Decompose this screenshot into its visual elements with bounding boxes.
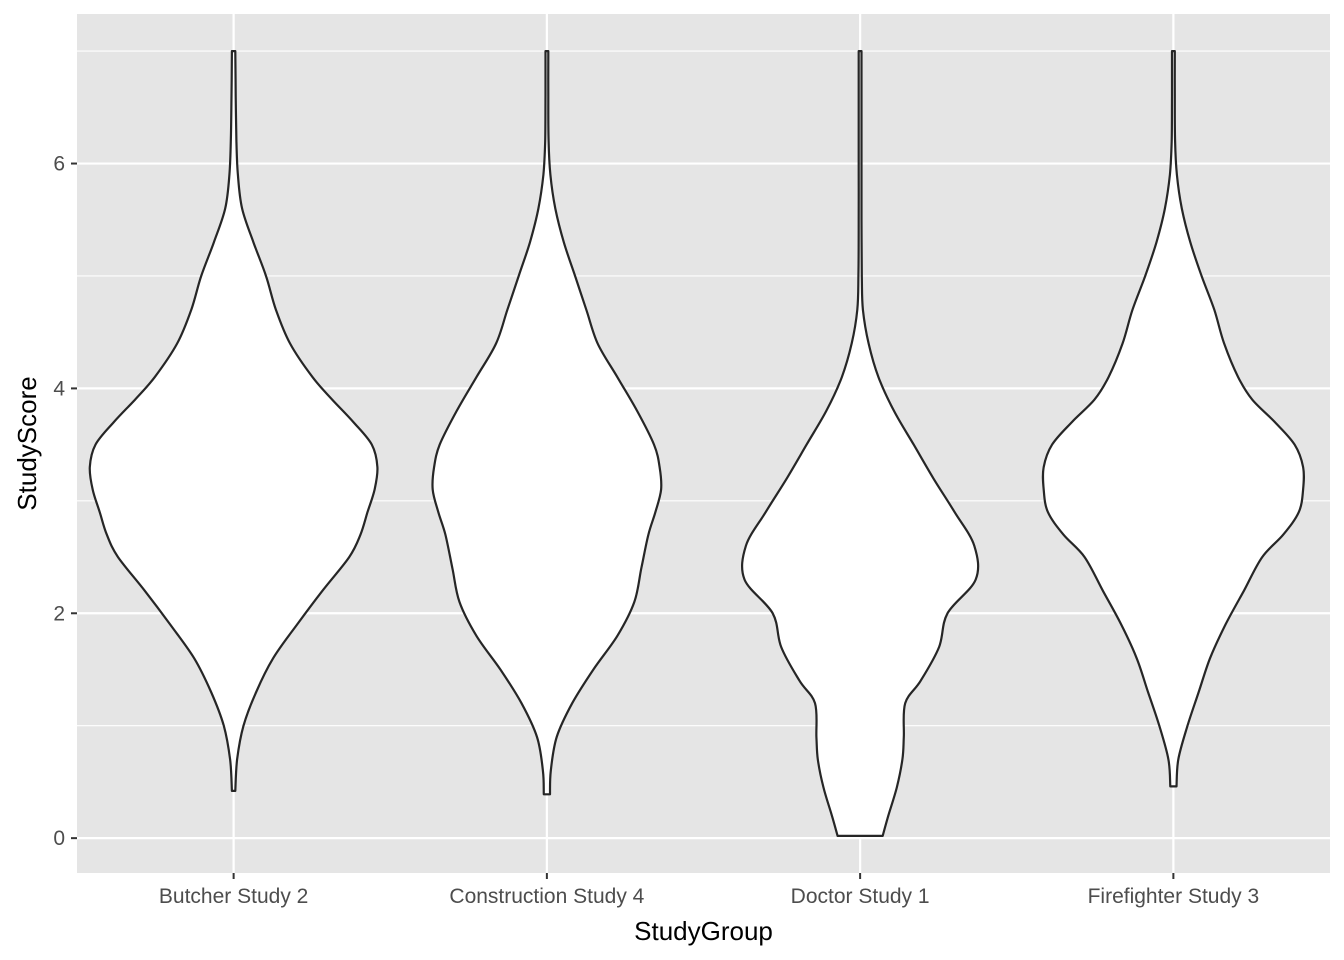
x-tick-label: Doctor Study 1 xyxy=(791,885,930,908)
x-tick-label: Butcher Study 2 xyxy=(159,885,308,908)
violin-butcher-study-2 xyxy=(88,50,379,792)
x-tick-label: Construction Study 4 xyxy=(449,885,644,908)
x-axis-title: StudyGroup xyxy=(634,916,773,946)
violin-construction-study-4 xyxy=(431,50,663,796)
y-axis: 0 2 4 6 xyxy=(53,153,77,850)
x-axis: Butcher Study 2 Construction Study 4 Docto… xyxy=(159,873,1259,908)
y-tick-label: 4 xyxy=(53,377,65,400)
violin-firefighter-study-3 xyxy=(1041,50,1305,788)
y-tick-label: 2 xyxy=(53,602,65,625)
y-tick-label: 0 xyxy=(53,827,65,850)
violin-doctor-study-1 xyxy=(740,50,980,837)
y-tick-label: 6 xyxy=(53,153,65,176)
y-axis-title: StudyScore xyxy=(12,376,42,510)
violins xyxy=(88,50,1305,837)
x-tick-label: Firefighter Study 3 xyxy=(1088,885,1260,908)
